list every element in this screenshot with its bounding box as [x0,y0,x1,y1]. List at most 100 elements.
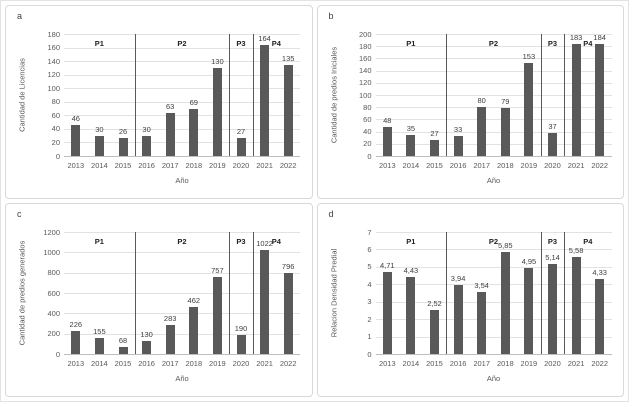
bar-2017 [477,292,487,354]
gridline [375,284,612,286]
period-divider [229,34,231,156]
y-tick-label: 60 [363,114,372,124]
bar-2014 [406,134,416,156]
bar-2017 [477,107,487,156]
y-axis-title: Relacion Densidad Predial [329,248,338,338]
x-axis-line [64,156,300,157]
panel-letter: a [17,11,23,21]
y-tick-label: 0 [367,151,372,161]
panel-letter: c [17,209,22,219]
gridline [64,47,300,49]
bar-2020 [548,264,557,354]
gridline [64,293,300,294]
y-tick-label: 100 [47,83,60,93]
y-tick-label: 100 [358,90,372,100]
bar-2013 [382,126,392,156]
y-tick-label: 40 [363,127,372,137]
gridline [375,95,612,96]
bar-value-label: 26 [118,127,128,137]
period-label-P3: P3 [547,237,558,246]
y-tick-label: 20 [363,139,372,149]
bar-2015 [118,138,128,156]
bar-2020 [236,334,246,354]
x-axis-title: Año [486,176,501,185]
bar-2021 [571,256,581,354]
bar-2022 [595,43,605,156]
period-label-P2: P2 [177,39,187,48]
y-tick-label: 600 [47,288,60,298]
bar-value-label: 184 [593,32,606,42]
bar-2016 [142,135,152,156]
bar-value-label: 33 [453,124,463,134]
y-tick-label: 6 [367,244,372,254]
gridline [375,131,612,133]
bar-2016 [453,135,463,156]
x-tick-label: 2013 [67,161,85,170]
x-tick-label: 2021 [256,161,273,170]
gridline [64,128,300,130]
period-divider [252,34,254,156]
bar-2016 [142,340,152,354]
bar-value-label: 69 [189,98,198,108]
period-label-P1: P1 [406,237,416,246]
y-tick-label: 3 [367,297,372,307]
bar-value-label: 462 [187,296,201,306]
bar-2015 [430,310,439,354]
bar-2019 [212,277,222,354]
period-label-P2: P2 [177,237,187,246]
bar-2018 [189,307,199,354]
x-tick-label: 2018 [496,161,514,170]
period-divider [446,232,448,354]
bar-value-label: 135 [281,53,295,63]
bar-2013 [382,271,392,354]
gridline [64,313,300,315]
x-axis-line [375,156,612,157]
bar-value-label: 226 [69,320,83,330]
y-tick-label: 180 [358,41,372,51]
y-tick-label: 1200 [43,227,60,237]
x-tick-label: 2022 [591,359,609,368]
bar-value-label: 164 [258,33,271,43]
x-tick-label: 2015 [426,161,443,170]
x-tick-label: 2015 [426,359,443,368]
bar-value-label: 3,94 [450,274,466,284]
period-divider [564,232,566,354]
x-tick-label: 2021 [567,359,585,368]
period-label-P1: P1 [94,39,104,48]
gridline [375,46,612,48]
y-tick-label: 1000 [43,247,60,257]
bar-value-label: 30 [142,124,151,134]
y-tick-label: 800 [47,268,60,278]
bar-value-label: 190 [234,323,248,333]
bar-value-label: 5,58 [568,245,584,255]
bar-2018 [500,107,510,156]
period-divider [134,34,136,156]
period-divider [446,34,448,156]
gridline [375,58,612,60]
x-tick-label: 2014 [91,161,108,170]
period-divider [252,232,254,354]
gridline [375,143,612,145]
bar-2018 [189,109,199,156]
panel-letter: b [328,11,334,21]
chart-canvas: 0 1 2 3 4 5 6 7 4,71 2013 4,43 2014 2,52 2015 3,94 2016… [318,204,624,396]
x-axis-title: Año [175,374,189,383]
period-label-P4: P4 [583,237,593,246]
bar-value-label: 1022 [256,239,273,249]
bar-value-label: 37 [548,122,557,132]
bar-value-label: 27 [430,128,439,138]
x-tick-label: 2022 [279,359,297,368]
y-axis-title: Cantidad de predios Iniciales [329,46,338,144]
y-axis-title: Cantidad de predios generados [17,240,27,346]
bar-2019 [212,67,222,156]
x-tick-label: 2016 [138,161,155,170]
bar-value-label: 68 [118,336,128,346]
bar-value-label: 130 [140,329,153,339]
x-tick-label: 2018 [496,359,514,368]
x-tick-label: 2013 [378,161,396,170]
x-tick-label: 2016 [449,161,467,170]
bar-2017 [165,113,175,156]
gridline [64,74,300,76]
x-tick-label: 2019 [520,359,538,368]
